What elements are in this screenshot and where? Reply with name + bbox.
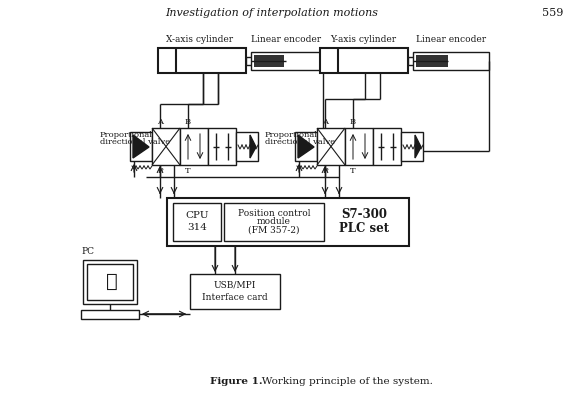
Polygon shape: [133, 135, 149, 158]
Bar: [167, 198, 409, 246]
Text: P: P: [322, 167, 328, 175]
Bar: [413, 52, 489, 70]
Bar: [416, 55, 448, 67]
Bar: [190, 274, 280, 309]
Bar: [158, 48, 246, 73]
Text: B: B: [350, 118, 356, 126]
Bar: [254, 55, 284, 67]
Text: Working principle of the system.: Working principle of the system.: [252, 377, 433, 385]
Text: module: module: [257, 217, 291, 227]
Bar: [251, 52, 323, 70]
Bar: [345, 128, 373, 165]
Text: PLC set: PLC set: [339, 223, 389, 235]
Polygon shape: [250, 135, 256, 158]
Bar: [224, 203, 324, 241]
Text: P: P: [157, 167, 163, 175]
Text: Interface card: Interface card: [202, 292, 268, 302]
Text: PC: PC: [81, 247, 94, 257]
Text: 559: 559: [542, 8, 563, 18]
Text: Investigation of interpolation motions: Investigation of interpolation motions: [165, 8, 378, 18]
Bar: [130, 132, 152, 161]
Text: Linear encoder: Linear encoder: [251, 34, 321, 43]
Text: CPU: CPU: [185, 211, 209, 221]
Bar: [320, 48, 408, 73]
Polygon shape: [298, 135, 314, 158]
Bar: [87, 264, 133, 300]
Text: Linear encoder: Linear encoder: [416, 34, 486, 43]
Text: ꓤ: ꓤ: [106, 273, 118, 291]
Bar: [373, 128, 401, 165]
Bar: [208, 128, 236, 165]
Text: T: T: [350, 167, 356, 175]
Text: A: A: [157, 118, 163, 126]
Text: Y-axis cylinder: Y-axis cylinder: [330, 34, 396, 43]
Bar: [401, 132, 423, 161]
Bar: [180, 128, 208, 165]
Text: Proportional: Proportional: [265, 131, 318, 139]
Text: Figure 1.: Figure 1.: [210, 377, 263, 385]
Bar: [236, 132, 258, 161]
Text: Proportional: Proportional: [100, 131, 153, 139]
Text: T: T: [185, 167, 191, 175]
Bar: [83, 260, 137, 304]
Bar: [152, 128, 180, 165]
Text: 314: 314: [187, 223, 207, 233]
Bar: [173, 203, 221, 241]
Text: directional valve: directional valve: [265, 138, 335, 146]
Text: B: B: [185, 118, 191, 126]
Polygon shape: [415, 135, 421, 158]
Bar: [295, 132, 317, 161]
Text: A: A: [322, 118, 328, 126]
Bar: [408, 57, 448, 65]
Text: S7-300: S7-300: [341, 209, 387, 221]
Text: directional valve: directional valve: [100, 138, 170, 146]
Text: Position control: Position control: [238, 209, 310, 219]
Text: USB/MPI: USB/MPI: [214, 280, 256, 290]
Text: (FM 357-2): (FM 357-2): [248, 225, 299, 235]
Text: X-axis cylinder: X-axis cylinder: [166, 34, 234, 43]
Bar: [317, 128, 345, 165]
Bar: [81, 310, 139, 319]
Bar: [246, 57, 286, 65]
